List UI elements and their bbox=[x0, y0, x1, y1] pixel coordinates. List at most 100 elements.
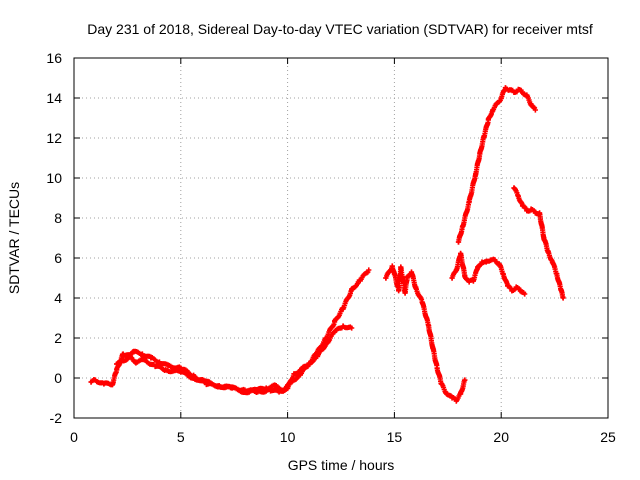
data-point bbox=[272, 383, 278, 389]
data-point bbox=[163, 367, 169, 373]
data-point bbox=[203, 381, 210, 387]
data-point bbox=[522, 291, 528, 297]
data-point bbox=[133, 359, 139, 365]
data-point bbox=[477, 151, 483, 157]
series-segment-5 bbox=[449, 250, 528, 297]
series-segment-1 bbox=[88, 267, 372, 395]
data-series bbox=[88, 85, 566, 404]
data-point bbox=[511, 89, 517, 95]
data-point bbox=[455, 239, 462, 245]
data-point bbox=[438, 381, 444, 387]
y-tick-label: 8 bbox=[54, 210, 62, 226]
data-point bbox=[524, 93, 530, 99]
series-trace bbox=[88, 269, 371, 395]
data-point bbox=[554, 271, 560, 277]
series-trace bbox=[114, 323, 353, 396]
series-trace bbox=[383, 263, 468, 404]
data-point bbox=[532, 209, 538, 215]
data-point bbox=[511, 185, 517, 191]
data-point bbox=[498, 95, 504, 101]
data-point bbox=[398, 265, 404, 271]
data-point bbox=[443, 389, 449, 395]
data-point bbox=[494, 101, 500, 107]
series-segment-2 bbox=[114, 323, 355, 396]
data-point bbox=[481, 133, 487, 139]
data-point bbox=[505, 283, 511, 289]
series-segment-3 bbox=[383, 263, 468, 404]
data-point bbox=[453, 397, 459, 403]
data-point bbox=[490, 107, 496, 113]
x-tick-label: 10 bbox=[280, 429, 296, 445]
x-tick-label: 25 bbox=[600, 429, 616, 445]
data-point bbox=[537, 211, 543, 217]
data-point bbox=[331, 329, 338, 335]
data-point bbox=[109, 381, 116, 387]
data-point bbox=[389, 263, 395, 269]
data-point bbox=[357, 277, 363, 283]
y-tick-label: 0 bbox=[54, 370, 62, 386]
series-trace bbox=[455, 85, 538, 245]
y-tick-label: -2 bbox=[50, 410, 63, 426]
x-tick-label: 0 bbox=[70, 429, 78, 445]
data-point bbox=[453, 267, 459, 273]
data-point bbox=[165, 363, 171, 369]
data-point bbox=[545, 249, 551, 255]
data-point bbox=[472, 171, 479, 177]
data-point bbox=[101, 381, 107, 387]
data-point bbox=[216, 383, 222, 389]
data-point bbox=[492, 257, 498, 263]
data-point bbox=[92, 377, 98, 383]
data-point bbox=[560, 295, 566, 301]
data-point bbox=[528, 101, 534, 107]
data-point bbox=[340, 323, 346, 329]
data-point bbox=[485, 117, 491, 123]
data-point bbox=[483, 259, 489, 265]
data-point bbox=[229, 385, 235, 391]
data-point bbox=[541, 235, 547, 241]
y-tick-label: 2 bbox=[54, 330, 62, 346]
data-point bbox=[434, 365, 440, 371]
data-point bbox=[331, 319, 338, 325]
data-point bbox=[88, 379, 94, 385]
y-tick-label: 12 bbox=[46, 130, 62, 146]
data-point bbox=[509, 287, 515, 293]
x-tick-label: 15 bbox=[387, 429, 403, 445]
y-tick-label: 14 bbox=[46, 90, 62, 106]
data-point bbox=[306, 361, 312, 367]
data-point bbox=[425, 323, 432, 329]
plot-frame bbox=[73, 57, 609, 419]
data-point bbox=[120, 351, 126, 357]
y-tick-label: 6 bbox=[54, 250, 62, 266]
data-point bbox=[152, 363, 158, 369]
data-point bbox=[449, 275, 455, 281]
data-point bbox=[323, 341, 329, 347]
series-trace bbox=[511, 185, 566, 300]
data-point bbox=[291, 371, 297, 377]
data-point bbox=[515, 87, 521, 93]
data-point bbox=[517, 287, 524, 293]
data-point bbox=[263, 385, 269, 391]
data-point bbox=[475, 265, 481, 271]
data-point bbox=[513, 285, 519, 291]
data-point bbox=[515, 193, 521, 199]
x-axis-label: GPS time / hours bbox=[288, 457, 395, 473]
data-point bbox=[122, 357, 128, 363]
data-point bbox=[558, 287, 564, 293]
data-point bbox=[549, 259, 556, 265]
data-point bbox=[502, 85, 509, 91]
data-point bbox=[314, 353, 321, 359]
chart-title: Day 231 of 2018, Sidereal Day-to-day VTE… bbox=[87, 21, 593, 37]
data-point bbox=[396, 287, 402, 293]
data-point bbox=[430, 345, 436, 351]
series-segment-6 bbox=[511, 185, 566, 301]
data-point bbox=[528, 207, 534, 213]
data-point bbox=[349, 325, 355, 331]
data-point bbox=[297, 371, 304, 377]
data-point bbox=[366, 267, 372, 273]
data-point bbox=[419, 299, 425, 305]
data-point bbox=[383, 275, 389, 281]
data-point bbox=[114, 367, 120, 373]
data-point bbox=[255, 387, 261, 393]
data-point bbox=[404, 275, 410, 281]
